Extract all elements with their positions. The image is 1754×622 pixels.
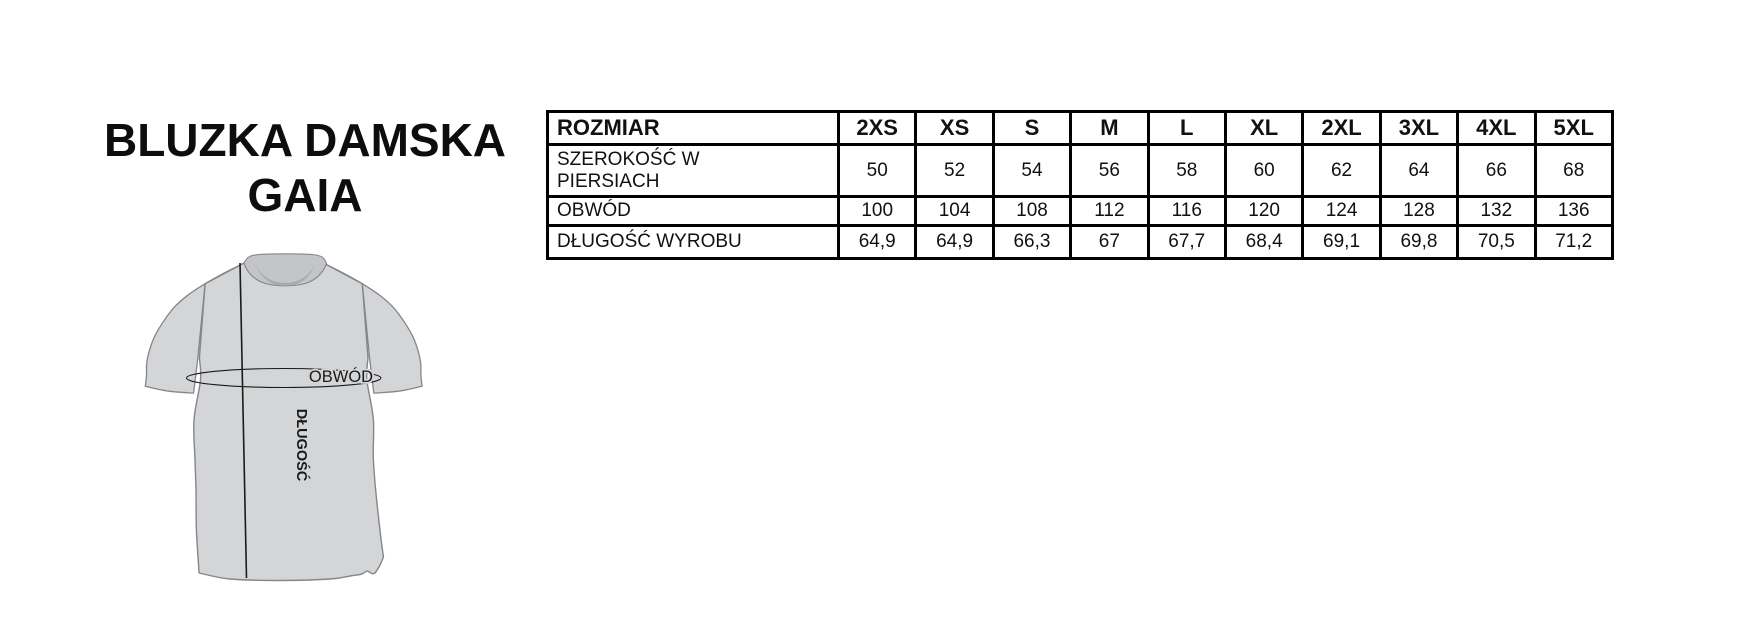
svg-text:DŁUGOŚĆ: DŁUGOŚĆ [293, 409, 311, 482]
svg-text:OBWÓD: OBWÓD [309, 367, 373, 386]
